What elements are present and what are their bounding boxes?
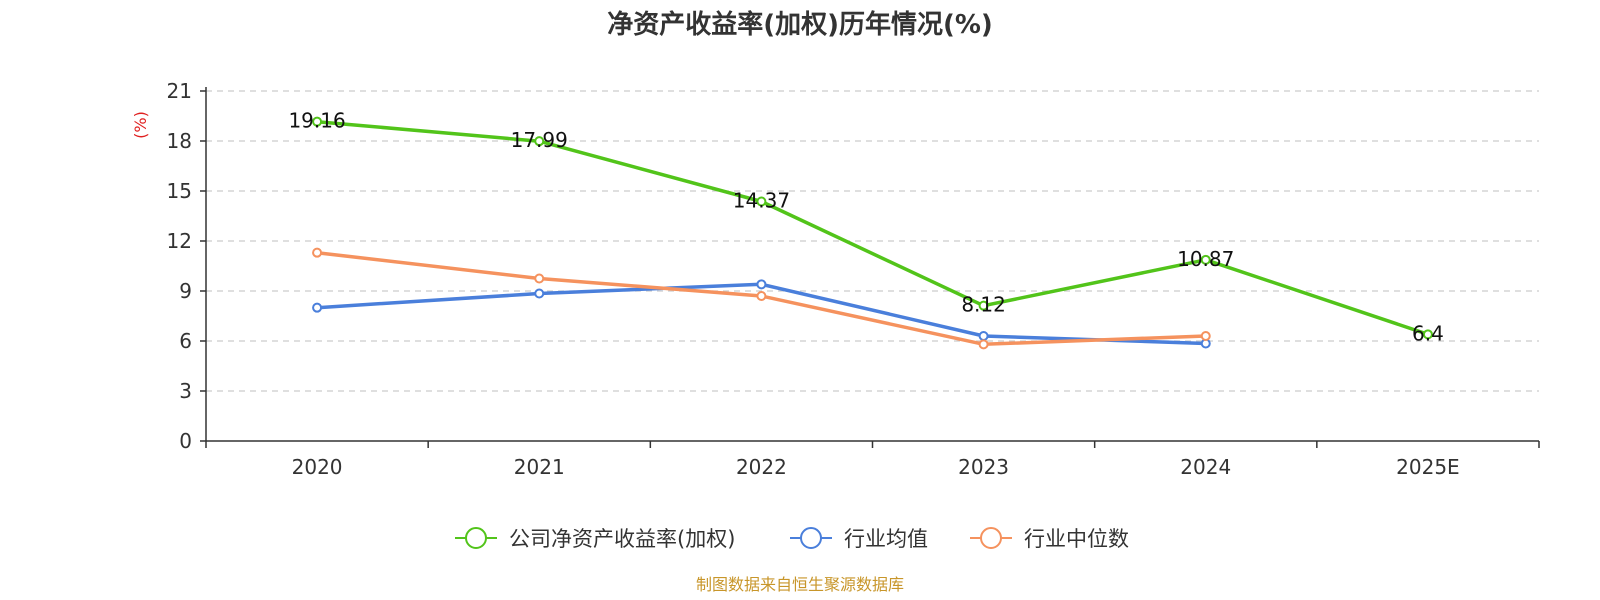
legend-item-1[interactable]: 行业均值: [790, 527, 928, 551]
series-2: [312, 247, 1211, 350]
data-point[interactable]: [756, 279, 767, 290]
x-tick-label: 2025E: [1396, 455, 1460, 479]
legend-item-2[interactable]: 行业中位数: [970, 527, 1129, 551]
data-point[interactable]: [978, 339, 989, 350]
x-tick-label: 2022: [736, 455, 787, 479]
x-tick-label: 2024: [1180, 455, 1231, 479]
data-point[interactable]: [312, 302, 323, 313]
data-point[interactable]: [534, 273, 545, 284]
legend-marker-icon: [465, 527, 487, 549]
data-label: 8.12: [961, 293, 1006, 317]
legend-label: 公司净资产收益率(加权): [509, 527, 735, 551]
y-tick-label: 3: [179, 379, 192, 403]
data-label: 19.16: [288, 109, 345, 133]
data-label: 6.4: [1412, 321, 1444, 345]
data-label: 14.37: [733, 189, 790, 213]
y-tick-label: 21: [167, 79, 192, 103]
data-point[interactable]: [312, 116, 323, 127]
legend-marker-icon: [980, 527, 1002, 549]
x-tick-label: 2020: [292, 455, 343, 479]
data-point[interactable]: [534, 288, 545, 299]
y-tick-label: 18: [167, 129, 192, 153]
series-0: [312, 116, 1433, 340]
legend-marker-icon: [800, 527, 822, 549]
data-point[interactable]: [1200, 254, 1211, 265]
data-label: 17.99: [511, 128, 568, 152]
chart-title: 净资产收益率(加权)历年情况(%): [607, 9, 993, 40]
y-tick-label: 9: [179, 279, 192, 303]
axes: 0 3 6 9 12 15 18 21 2020 2021 2022 2023 2024 2025E: [167, 79, 1540, 479]
series-line: [315, 119, 1430, 337]
x-tick-label: 2021: [514, 455, 565, 479]
gridlines: [206, 90, 1539, 392]
legend-item-0[interactable]: 公司净资产收益率(加权): [455, 527, 735, 551]
legend-label: 行业中位数: [1024, 527, 1129, 551]
y-tick-label: 6: [179, 329, 192, 353]
data-labels: 19.16 17.99 14.37 8.12 10.87 6.4: [288, 109, 1443, 346]
data-source-note: 制图数据来自恒生聚源数据库: [696, 575, 904, 594]
y-tick-label: 12: [167, 229, 192, 253]
data-point[interactable]: [978, 300, 989, 311]
data-point[interactable]: [756, 291, 767, 301]
data-point[interactable]: [1422, 329, 1433, 340]
y-tick-label: 0: [179, 429, 192, 453]
data-point[interactable]: [534, 136, 545, 147]
y-tick-label: 15: [167, 179, 192, 203]
legend-label: 行业均值: [844, 527, 928, 551]
data-point[interactable]: [312, 247, 323, 258]
data-point[interactable]: [756, 196, 767, 207]
data-point[interactable]: [1200, 331, 1211, 341]
series-1: [312, 279, 1211, 349]
series-lines: [312, 116, 1433, 350]
data-label: 10.87: [1177, 247, 1234, 271]
x-tick-label: 2023: [958, 455, 1009, 479]
y-axis-unit-label: (%): [131, 111, 150, 139]
legend[interactable]: 公司净资产收益率(加权) 行业均值 行业中位数: [455, 527, 1129, 551]
data-point[interactable]: [978, 331, 989, 341]
